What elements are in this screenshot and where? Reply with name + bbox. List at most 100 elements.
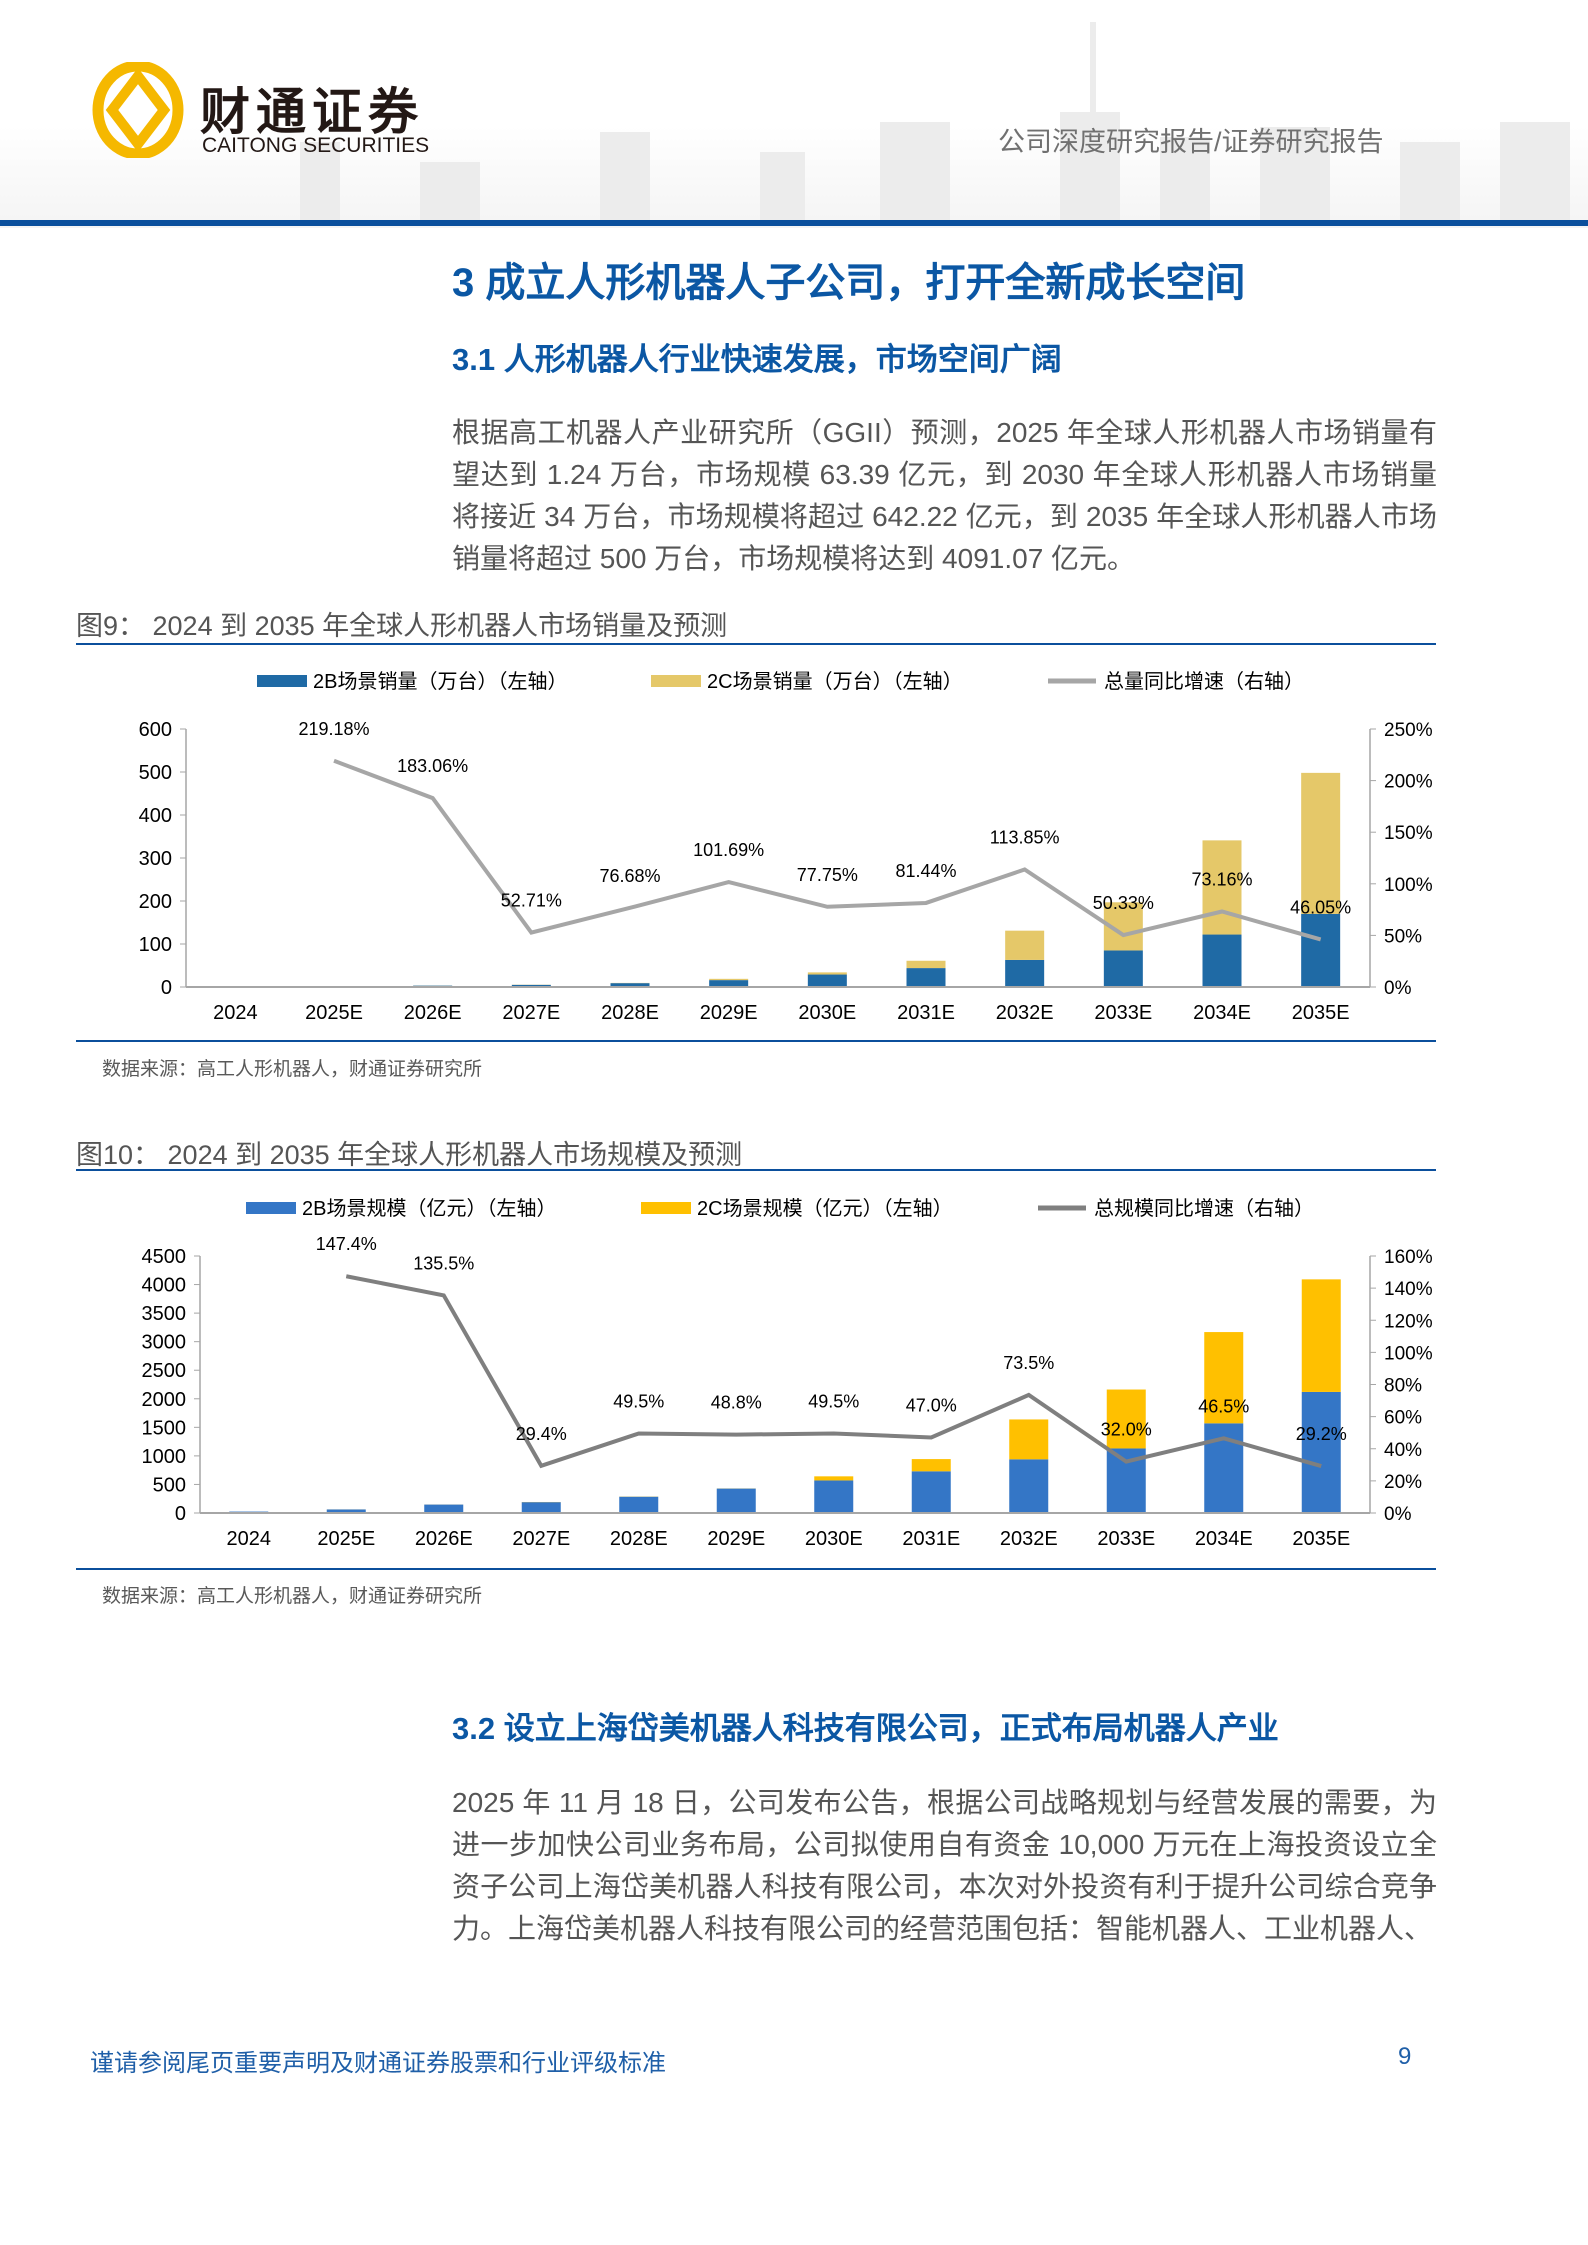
legend-label: 2B场景销量（万台）（左轴） — [313, 670, 567, 693]
x-tick-label: 2033E — [1094, 1002, 1152, 1024]
left-tick-label: 200 — [139, 891, 172, 913]
legend-swatch — [651, 675, 701, 687]
x-tick-label: 2031E — [897, 1002, 955, 1024]
bar-2b — [716, 1488, 756, 1513]
x-tick-label: 2025E — [317, 1528, 375, 1550]
x-tick-label: 2034E — [1195, 1528, 1253, 1550]
data-label: 73.16% — [1191, 869, 1252, 889]
left-tick-label: 4500 — [142, 1246, 187, 1268]
x-tick-label: 2035E — [1292, 1002, 1350, 1024]
left-tick-label: 0 — [175, 1503, 186, 1525]
paragraph-market-forecast: 根据高工机器人产业研究所（GGII）预测，2025 年全球人形机器人市场销量有望… — [452, 417, 1437, 574]
x-tick-label: 2024 — [227, 1528, 272, 1550]
right-tick-label: 140% — [1384, 1279, 1433, 1300]
subsection-title-3-2: 3.2 设立上海岱美机器人科技有限公司，正式布局机器人产业 — [452, 1711, 1279, 1746]
bar-2c — [1202, 840, 1242, 935]
left-tick-label: 3000 — [142, 1332, 187, 1354]
data-label: 46.05% — [1290, 897, 1351, 917]
data-label: 81.44% — [895, 861, 956, 881]
x-tick-label: 2031E — [902, 1528, 960, 1550]
figure-9-bottom-rule — [76, 1040, 1436, 1042]
data-label: 32.0% — [1101, 1420, 1152, 1440]
x-tick-label: 2028E — [601, 1002, 659, 1024]
x-tick-label: 2033E — [1097, 1528, 1155, 1550]
bar-2b — [814, 1480, 854, 1513]
data-label: 52.71% — [501, 891, 562, 911]
bar-2c — [1106, 1389, 1146, 1449]
left-tick-label: 300 — [139, 848, 172, 870]
bar-2c — [814, 1476, 854, 1481]
legend-swatch — [257, 675, 307, 687]
right-tick-label: 50% — [1384, 926, 1422, 947]
right-tick-label: 100% — [1384, 875, 1433, 896]
left-tick-label: 2000 — [142, 1389, 187, 1411]
x-tick-label: 2030E — [798, 1002, 856, 1024]
x-tick-label: 2029E — [700, 1002, 758, 1024]
bar-2c — [1204, 1332, 1244, 1424]
growth-line — [333, 758, 1322, 942]
bar-2b — [521, 1502, 561, 1513]
legend-swatch — [246, 1202, 296, 1214]
bar-2b — [1301, 913, 1341, 987]
data-label: 147.4% — [316, 1234, 377, 1254]
bar-2b — [326, 1509, 366, 1513]
data-label: 29.4% — [516, 1424, 567, 1444]
data-label: 219.18% — [298, 719, 369, 739]
bar-2c — [1009, 1419, 1049, 1460]
report-type: 公司深度研究报告/证券研究报告 — [998, 127, 1384, 157]
figure-10-chart: 0 500 1000 1500 2000 2500 3000 3500 4000 4500 0% 20… — [142, 1197, 1433, 1550]
right-tick-label: 250% — [1384, 720, 1433, 741]
right-tick-label: 60% — [1384, 1408, 1422, 1429]
x-tick-label: 2032E — [1000, 1528, 1058, 1550]
right-tick-label: 120% — [1384, 1311, 1433, 1332]
bar-2b — [511, 984, 551, 987]
bar-2c — [911, 1459, 951, 1472]
bar-2b — [1202, 934, 1242, 987]
figure-10-source: 数据来源：高工人形机器人，财通证券研究所 — [102, 1586, 483, 1607]
figure-10-top-rule — [76, 1169, 1436, 1171]
bar-2c — [1301, 772, 1341, 914]
legend-label: 总量同比增速（右轴） — [1104, 670, 1304, 693]
bar-2b — [807, 974, 847, 987]
data-label: 183.06% — [397, 756, 468, 776]
right-tick-label: 160% — [1384, 1247, 1433, 1268]
subsection-title-3-1: 3.1 人形机器人行业快速发展，市场空间广阔 — [452, 342, 1062, 377]
x-tick-label: 2026E — [404, 1002, 462, 1024]
left-tick-label: 3500 — [142, 1303, 187, 1325]
bar-2b — [911, 1471, 951, 1513]
left-tick-label: 100 — [139, 934, 172, 956]
data-label: 47.0% — [906, 1396, 957, 1416]
right-tick-label: 100% — [1384, 1343, 1433, 1364]
logo-text-en: CAITONG SECURITIES — [202, 134, 430, 157]
left-tick-label: 600 — [139, 719, 172, 741]
x-tick-label: 2024 — [213, 1002, 257, 1024]
growth-line — [345, 1274, 1322, 1469]
left-tick-label: 2500 — [142, 1360, 187, 1382]
left-tick-label: 500 — [153, 1474, 186, 1496]
x-tick-label: 2029E — [707, 1528, 765, 1550]
x-tick-label: 2034E — [1193, 1002, 1251, 1024]
right-tick-label: 150% — [1384, 823, 1433, 844]
bar-2b — [1005, 959, 1045, 987]
legend-label: 2B场景规模（亿元）（左轴） — [302, 1197, 556, 1220]
right-tick-label: 0% — [1384, 978, 1412, 999]
bar-2c — [807, 972, 847, 975]
figure-10-title: 图10： 2024 到 2035 年全球人形机器人市场规模及预测 — [76, 1140, 743, 1170]
right-tick-label: 80% — [1384, 1376, 1422, 1397]
x-tick-label: 2027E — [512, 1528, 570, 1550]
left-tick-label: 500 — [139, 762, 172, 784]
right-tick-label: 200% — [1384, 772, 1433, 793]
left-tick-label: 1000 — [142, 1446, 187, 1468]
x-tick-label: 2026E — [415, 1528, 473, 1550]
x-tick-label: 2028E — [610, 1528, 668, 1550]
caitong-logo-icon — [92, 62, 184, 158]
bar-2b — [709, 980, 749, 987]
data-label: 50.33% — [1093, 893, 1154, 913]
data-label: 73.5% — [1003, 1353, 1054, 1373]
bar-2c — [1005, 930, 1045, 960]
figure-9-chart: 0 100 200 300 400 500 600 0% 50% 100% 150% 200% 250%… — [139, 670, 1433, 1024]
data-label: 29.2% — [1296, 1424, 1347, 1444]
bar-2b — [1103, 950, 1143, 987]
page-number: 9 — [1398, 2043, 1412, 2070]
figure-9-top-rule — [76, 643, 1436, 645]
